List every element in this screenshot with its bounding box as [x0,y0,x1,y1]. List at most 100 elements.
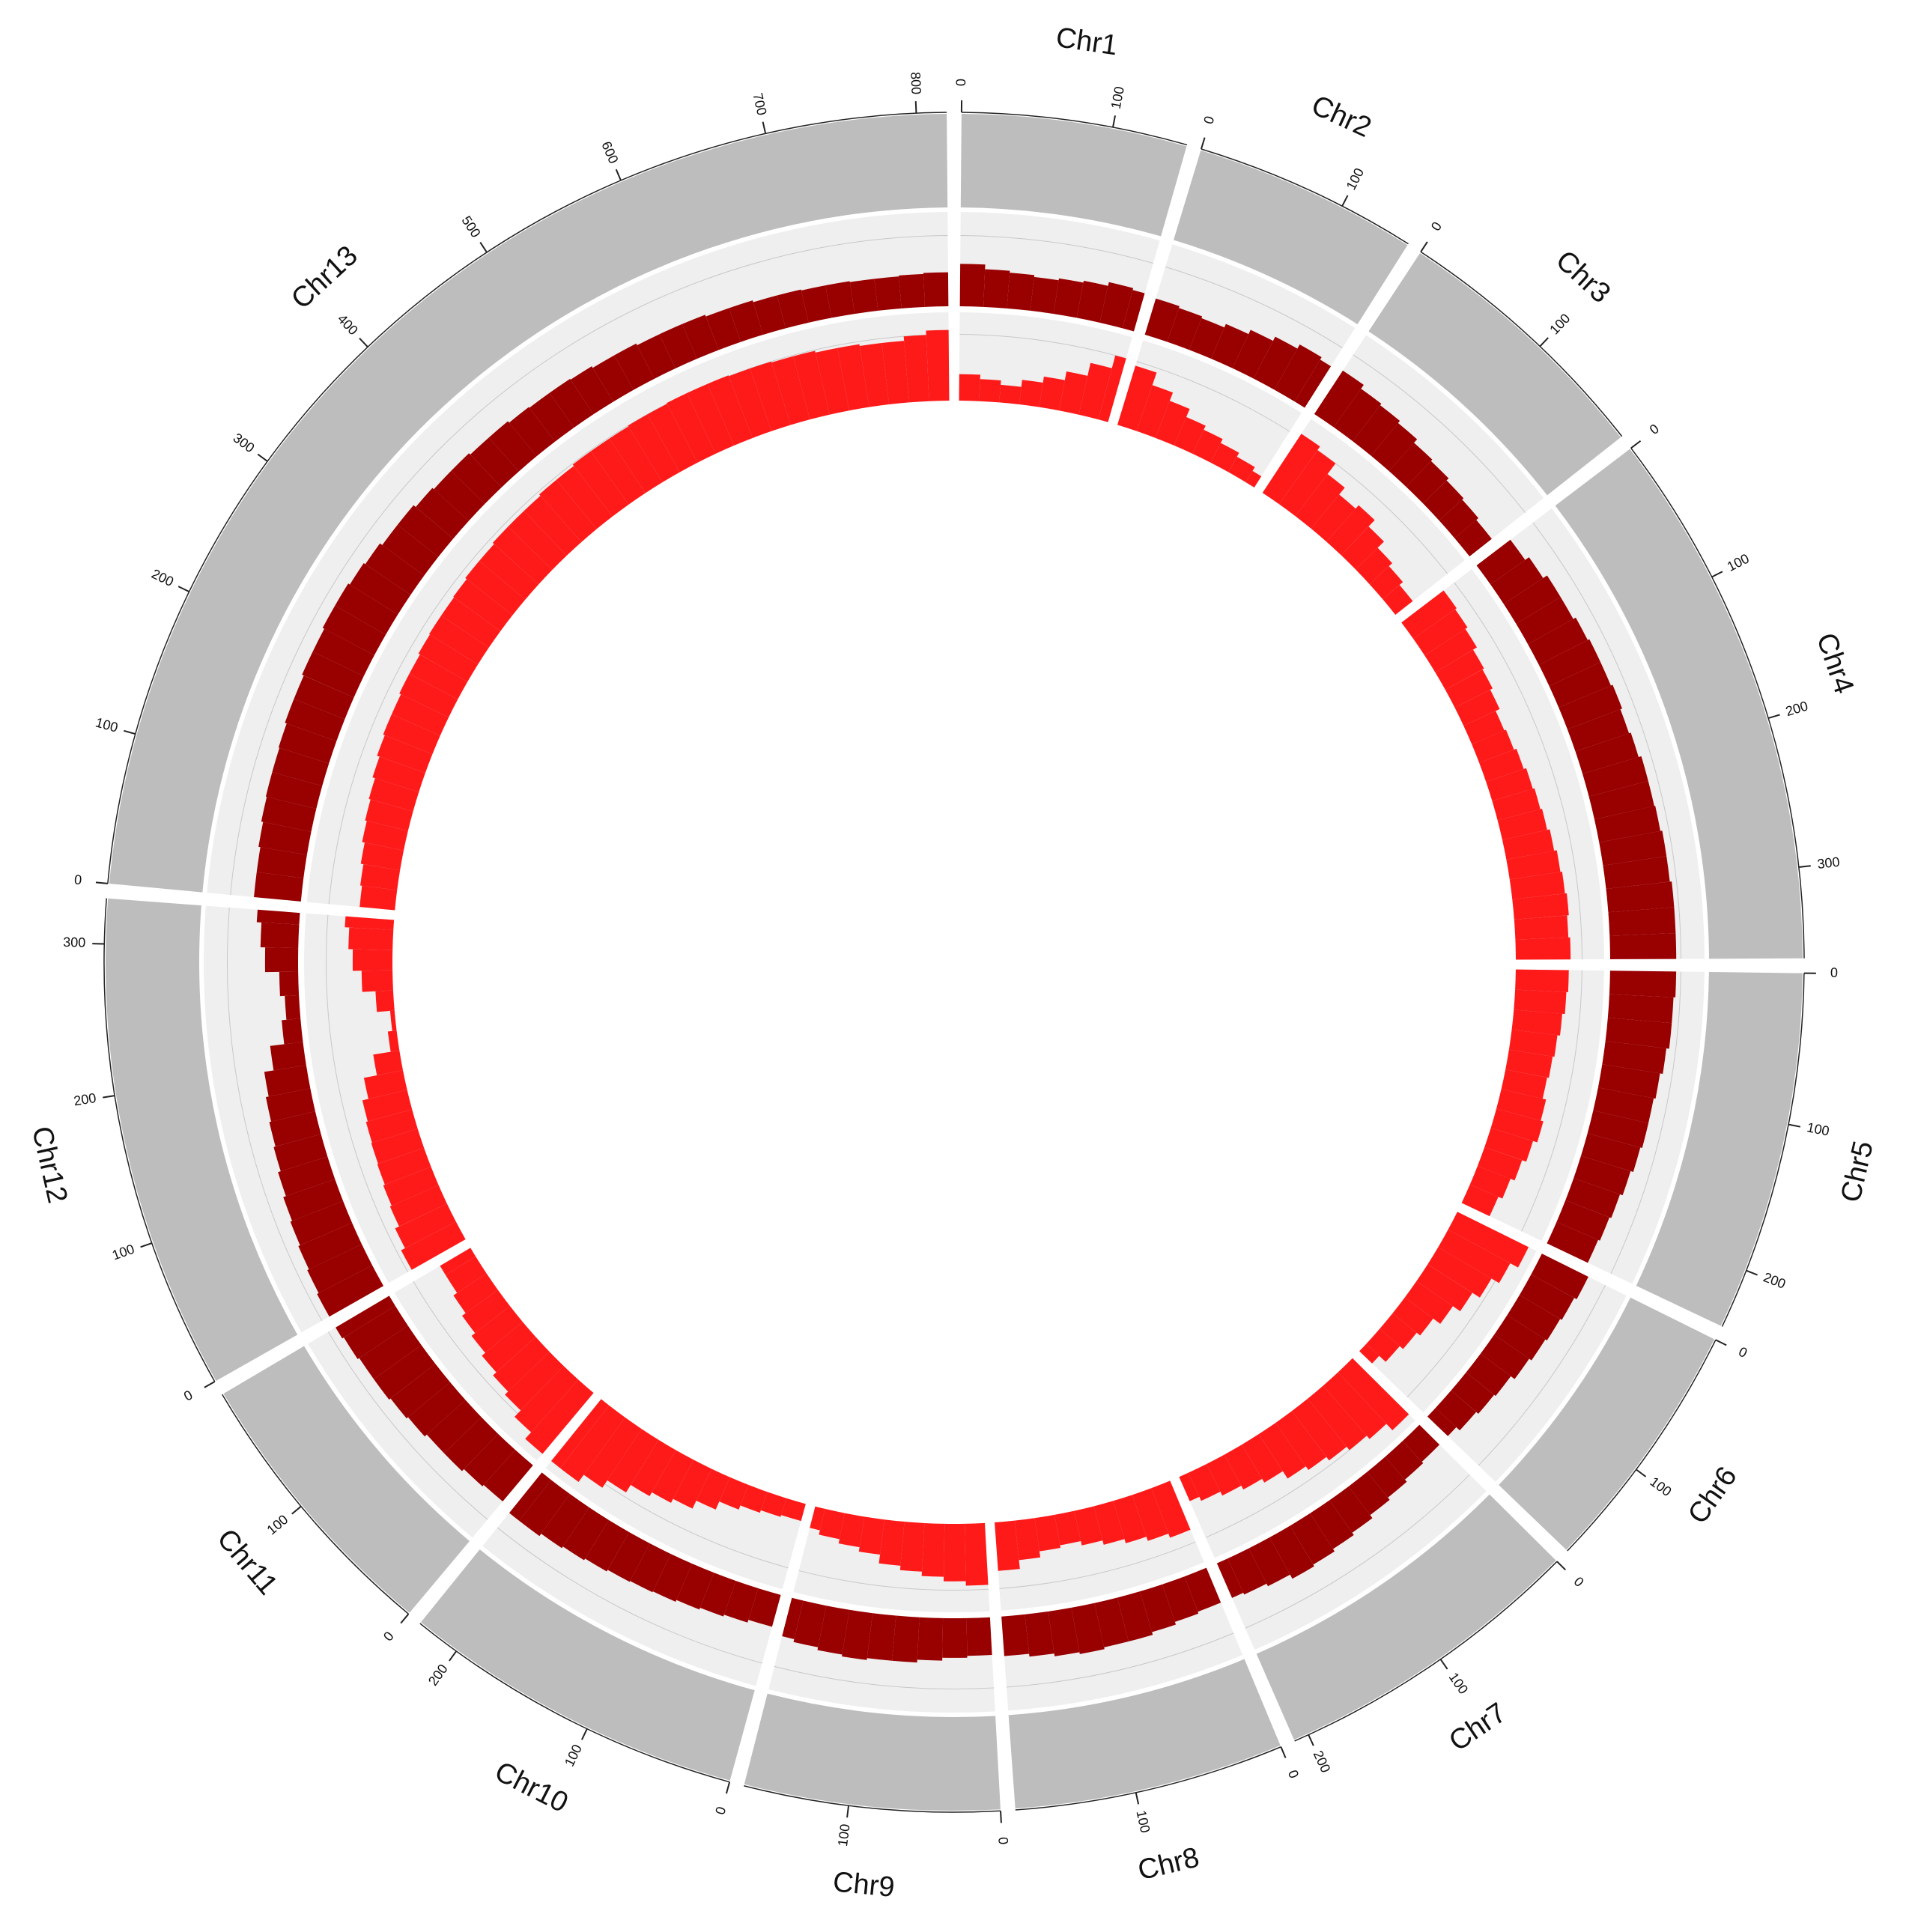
chromosome-name: Chr9 [831,1866,896,1904]
tick-mark [1788,1125,1800,1127]
tick-mark [1308,1735,1314,1746]
tick-mark [616,169,621,180]
tick-mark [1716,1340,1726,1345]
tick-label: 600 [598,139,621,165]
histogram-bar [917,1617,943,1661]
tick-mark [1421,242,1427,252]
tick-label: 0 [1647,421,1662,437]
tick-label: 200 [1761,1269,1788,1292]
histogram-bar [959,374,980,401]
tick-label: 200 [425,1662,451,1689]
tick-label: 0 [953,79,968,86]
tick-mark [1281,1747,1285,1758]
tick-mark [582,1729,587,1740]
histogram-bar [257,910,300,925]
histogram-bar [362,970,393,992]
histogram-bar [1001,1614,1029,1656]
histogram-bar [1609,933,1676,959]
histogram-bar [892,1616,920,1663]
tick-label: 400 [335,312,361,338]
histogram-bar [1515,938,1570,960]
tick-mark [103,1096,115,1098]
tick-label: 300 [63,935,85,950]
tick-label: 0 [1428,219,1445,234]
chromosome-name: Chr4 [1810,629,1860,698]
tick-label: 100 [562,1742,585,1769]
histogram-bar [279,971,299,996]
tick-mark [1636,1469,1646,1477]
tick-mark [1342,195,1347,206]
chromosome-name: Chr2 [1307,90,1376,144]
chromosome-name: Chr13 [285,240,364,315]
histogram-bar [923,273,948,307]
tick-label: 100 [1344,165,1368,192]
tick-mark [359,338,368,347]
tick-mark [1799,866,1811,867]
tick-mark [96,882,108,883]
chromosome-name: Chr3 [1550,245,1616,310]
tick-label: 100 [1446,1670,1472,1697]
histogram-bar [965,1523,988,1586]
chromosome-name: Chr1 [1054,22,1120,61]
tick-label: 0 [1201,115,1217,126]
tick-label: 100 [1133,1809,1153,1835]
tick-label: 0 [181,1387,195,1403]
tick-mark [1712,571,1723,577]
histogram-bar [960,264,986,307]
histogram-bar [899,274,925,309]
tick-label: 200 [1784,698,1810,719]
tick-label: 100 [835,1823,853,1847]
histogram-bar [1514,915,1568,939]
histogram-bar [874,276,901,311]
tick-mark [1631,441,1641,449]
tick-mark [124,731,135,734]
histogram-bar [1608,908,1675,936]
chromosome-name: Chr7 [1443,1697,1512,1758]
chromosome-name: Chr8 [1135,1842,1202,1887]
histogram-bar [1019,380,1043,407]
tick-label: 100 [264,1512,291,1538]
tick-label: 100 [1108,85,1127,110]
tick-mark [1201,138,1205,149]
tick-label: 200 [73,1090,97,1108]
histogram-bar [979,379,1001,402]
tick-mark [292,1507,301,1514]
tick-label: 700 [750,91,769,117]
histogram-bar [282,1018,303,1044]
tick-label: 100 [1806,1120,1830,1138]
tick-mark [763,122,766,134]
histogram-bar [944,1524,966,1582]
tick-mark [401,1614,408,1623]
chromosome-name: Chr12 [25,1123,73,1206]
tick-label: 0 [1736,1344,1749,1361]
tick-label: 0 [1285,1768,1302,1781]
chromosome-name: Chr10 [490,1756,573,1820]
tick-mark [178,586,189,592]
histogram-bar [999,385,1021,404]
histogram-bar [983,270,1010,309]
tick-label: 100 [110,1242,136,1263]
histogram-bar [348,928,393,950]
tick-label: 200 [149,566,176,589]
histogram-bar [285,995,300,1020]
tick-label: 100 [1725,551,1752,574]
tick-label: 0 [995,1837,1011,1845]
histogram-bar [375,991,394,1012]
tick-label: 300 [231,430,258,455]
histogram-bar [900,1522,925,1572]
tick-label: 0 [380,1629,397,1644]
histogram-bar [922,1523,945,1577]
tick-mark [1113,115,1115,127]
chromosome-name: Chr5 [1835,1138,1880,1206]
tick-label: 0 [712,1805,729,1816]
tick-mark [1440,1659,1447,1669]
histogram-bar [967,1617,992,1656]
tick-label: 100 [1547,311,1573,338]
tick-label: 0 [73,872,82,887]
histogram-bar [1609,970,1676,997]
tick-mark [1746,1271,1758,1275]
histogram-bar [1007,273,1034,311]
tick-mark [141,1243,152,1247]
tick-mark [449,1651,456,1661]
